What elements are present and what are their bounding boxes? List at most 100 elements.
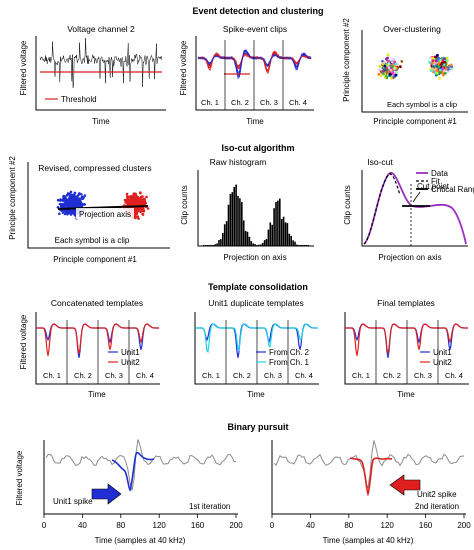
templates-legend-2a: From Ch. 2 bbox=[269, 348, 310, 357]
pursuit-ticks-1: 0 40 80 120 160 200 bbox=[42, 514, 243, 530]
threshold-legend-label: Threshold bbox=[61, 95, 97, 104]
cluster-point-unit1 bbox=[83, 203, 86, 206]
histogram-bar bbox=[305, 245, 308, 246]
histogram-bar bbox=[273, 208, 275, 246]
histogram-bar bbox=[208, 245, 211, 246]
histogram-bar bbox=[267, 229, 270, 246]
isocut-fit-curve bbox=[363, 173, 401, 245]
clusters-note: Each symbol is a clip bbox=[55, 236, 130, 245]
clip-waveforms bbox=[197, 49, 312, 79]
overcluster-point bbox=[444, 67, 448, 71]
overcluster-point bbox=[382, 61, 386, 64]
cluster-point-unit2 bbox=[145, 195, 148, 199]
histogram-bar bbox=[244, 230, 247, 246]
templates-ch2-2: Ch. 2 bbox=[233, 371, 251, 380]
clips-axes bbox=[195, 36, 314, 111]
section-title-templates: Template consolidation bbox=[208, 282, 308, 292]
templates-ylabel: Filtered voltage bbox=[19, 314, 28, 369]
cluster-point-unit1 bbox=[76, 201, 80, 205]
isocut-panel: Iso-cut Clip counts Projection on axis C… bbox=[343, 157, 474, 262]
voltage-axes bbox=[35, 36, 166, 111]
overcluster-point bbox=[390, 64, 394, 68]
overcluster-axes bbox=[361, 30, 468, 113]
templates-ch2-3: Ch. 2 bbox=[383, 371, 401, 380]
cluster-point-unit2 bbox=[126, 195, 129, 198]
cluster-point-unit2 bbox=[144, 202, 147, 205]
clips-channel-1: Ch. 1 bbox=[201, 98, 219, 107]
histogram-bar bbox=[277, 200, 279, 246]
overcluster-point bbox=[437, 65, 441, 69]
overcluster-point bbox=[441, 67, 445, 70]
pursuit-template-unit2 bbox=[349, 457, 393, 497]
cluster-point-unit1 bbox=[69, 204, 73, 208]
cluster-point-unit2 bbox=[133, 201, 136, 205]
histogram-bar bbox=[239, 198, 241, 246]
histogram-bar bbox=[275, 202, 277, 246]
histogram-bar bbox=[248, 236, 251, 246]
overcluster-point bbox=[387, 62, 391, 66]
histogram-bar bbox=[301, 245, 304, 246]
histogram-bar bbox=[233, 187, 235, 246]
cluster-point-unit1 bbox=[67, 211, 71, 215]
templates-ch4-3: Ch. 4 bbox=[445, 371, 463, 380]
clusters-xlabel: Principle component #1 bbox=[53, 255, 137, 264]
templates-ch4-1: Ch. 4 bbox=[136, 371, 154, 380]
overcluster-point bbox=[400, 60, 404, 63]
overcluster-point bbox=[390, 60, 394, 64]
cluster-point-unit2 bbox=[135, 203, 138, 206]
histogram-bar bbox=[246, 231, 249, 246]
cluster-point-unit2 bbox=[135, 211, 138, 214]
overcluster-point bbox=[383, 64, 387, 68]
cluster-point-unit1 bbox=[82, 196, 85, 199]
pursuit-tick-label: 0 bbox=[270, 521, 275, 530]
histogram-bar bbox=[294, 241, 296, 246]
templates-legend-1b: Unit2 bbox=[121, 358, 140, 367]
templates-xlabel-3: Time bbox=[397, 390, 415, 399]
isocut-axes bbox=[361, 170, 468, 247]
templates-title-3: Final templates bbox=[377, 298, 435, 308]
cluster-point-unit2 bbox=[134, 216, 137, 220]
cluster-point-unit2 bbox=[126, 201, 130, 204]
cluster-point-unit1 bbox=[66, 192, 70, 195]
cluster-point-unit1 bbox=[68, 195, 72, 199]
overcluster-point bbox=[449, 63, 453, 67]
overcluster-point bbox=[387, 59, 391, 63]
cluster-point-unit1 bbox=[65, 198, 68, 201]
histogram-bar bbox=[269, 222, 272, 246]
histogram-panel: Raw histogram Clip counts Projection on … bbox=[180, 157, 314, 262]
clips-channel-3: Ch. 3 bbox=[260, 98, 278, 107]
clips-channel-2: Ch. 2 bbox=[231, 98, 249, 107]
clusters-axes bbox=[27, 162, 170, 249]
projection-axis-label-bg bbox=[76, 208, 134, 219]
histogram-bar bbox=[225, 221, 228, 246]
pursuit-tick-label: 200 bbox=[229, 521, 243, 530]
histogram-bar bbox=[229, 193, 232, 246]
clusters-ylabel: Principle component #2 bbox=[8, 156, 17, 240]
isocut-data-curve bbox=[363, 172, 467, 245]
overcluster-point bbox=[387, 66, 391, 69]
section-title-isocut: Iso-cut algorithm bbox=[221, 143, 294, 153]
templates-panel-final: Final templates Time Ch. 1 Ch. 2 Ch. 3 C… bbox=[344, 298, 469, 399]
histogram-bar bbox=[252, 243, 254, 246]
histogram-bar bbox=[220, 239, 222, 246]
overcluster-point bbox=[428, 60, 431, 64]
cluster-point-unit1 bbox=[80, 193, 83, 196]
overcluster-point bbox=[382, 72, 385, 76]
histogram-bar bbox=[292, 240, 294, 246]
templates-title-2: Unit1 duplicate templates bbox=[208, 298, 303, 308]
voltage-trace bbox=[39, 37, 163, 88]
cluster-point-unit2 bbox=[123, 198, 127, 202]
overcluster-point bbox=[389, 69, 393, 72]
cluster-point-unit2 bbox=[140, 209, 143, 212]
cluster-point-unit2 bbox=[142, 198, 145, 201]
histogram-bar bbox=[288, 233, 291, 246]
pursuit-xlabel-2: Time (samples at 40 kHz) bbox=[323, 536, 414, 545]
histogram-bar bbox=[227, 204, 230, 246]
templates-xlabel-1: Time bbox=[88, 390, 106, 399]
histogram-bar bbox=[307, 245, 310, 246]
histogram-bar bbox=[204, 245, 207, 246]
cluster-point-unit1 bbox=[61, 199, 65, 203]
pursuit-tick-label: 160 bbox=[191, 521, 205, 530]
histogram-bar bbox=[263, 240, 266, 246]
cluster-point-unit1 bbox=[56, 198, 60, 202]
